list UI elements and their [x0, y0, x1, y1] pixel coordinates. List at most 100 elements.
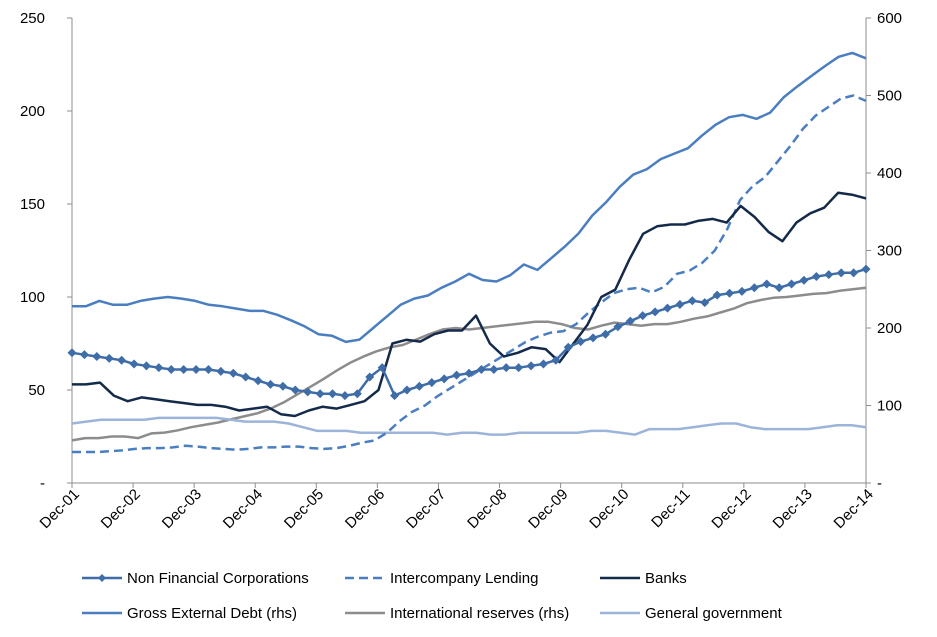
data-point: [799, 275, 809, 285]
data-point: [861, 264, 871, 274]
left-tick-label: 250: [20, 10, 45, 27]
legend: Non Financial Corporations Intercompany L…: [82, 570, 783, 622]
data-point: [117, 355, 127, 365]
left-tick-label: 150: [20, 196, 45, 213]
left-tick-label: 200: [20, 103, 45, 120]
data-point: [402, 385, 412, 395]
data-point: [725, 288, 735, 298]
x-tick-label: Dec-10: [586, 486, 632, 532]
data-point: [563, 342, 573, 352]
data-point: [787, 279, 797, 289]
series-line-gross-external-debt-rhs: [72, 51, 867, 344]
series-line-international-reserves-rhs: [71, 286, 867, 442]
data-point: [849, 268, 859, 278]
data-point: [290, 385, 300, 395]
x-tick-labels: Dec-01 Dec-02 Dec-03 Dec-04 Dec-05 Dec-06 Dec-…: [37, 483, 877, 532]
data-point: [365, 372, 375, 382]
data-point: [67, 348, 77, 358]
data-point: [737, 286, 747, 296]
legend-label: Non Financial Corporations: [127, 570, 309, 587]
x-tick-label: Dec-01: [37, 486, 83, 532]
legend-label: Intercompany Lending: [390, 570, 538, 587]
x-tick-label: Dec-12: [708, 486, 754, 532]
data-point: [687, 296, 697, 306]
right-tick-label: 300: [877, 243, 902, 260]
data-point: [625, 316, 635, 326]
data-point: [191, 365, 201, 375]
data-point: [390, 391, 400, 401]
data-point: [836, 268, 846, 278]
data-point: [464, 368, 474, 378]
data-point: [650, 307, 660, 317]
data-point: [538, 359, 548, 369]
data-point: [216, 366, 226, 376]
data-point: [762, 279, 772, 289]
legend-item-general-government: General government: [600, 605, 783, 622]
x-tick-label: Dec-05: [281, 486, 327, 532]
x-tick-label: Dec-04: [220, 486, 266, 532]
data-point: [141, 361, 151, 371]
series-line-general-government: [71, 416, 867, 436]
x-tick-label: Dec-07: [403, 486, 449, 532]
data-point: [228, 368, 238, 378]
data-point: [253, 376, 263, 386]
x-tick-label: Dec-09: [525, 486, 571, 532]
data-point: [700, 298, 710, 308]
series-layer: [67, 51, 871, 454]
data-point: [551, 355, 561, 365]
legend-label: Gross External Debt (rhs): [127, 605, 297, 622]
data-point: [439, 374, 449, 384]
data-point: [414, 381, 424, 391]
data-point: [514, 363, 524, 373]
right-tick-label: 200: [877, 320, 902, 337]
data-point: [92, 352, 102, 362]
legend-item-international-reserves-rhs: International reserves (rhs): [345, 605, 569, 622]
data-point: [352, 389, 362, 399]
right-tick-label: -: [877, 475, 882, 492]
data-point: [613, 322, 623, 332]
data-point: [203, 365, 213, 375]
data-point: [749, 283, 759, 293]
data-point: [576, 337, 586, 347]
x-tick-label: Dec-11: [648, 486, 693, 531]
left-tick-label: 100: [20, 289, 45, 306]
data-point: [328, 389, 338, 399]
data-point: [526, 361, 536, 371]
data-point: [129, 359, 139, 369]
data-point: [377, 363, 387, 373]
left-tick-label: 50: [28, 382, 45, 399]
data-point: [452, 370, 462, 380]
x-tick-label: Dec-13: [770, 486, 816, 532]
data-point: [166, 365, 176, 375]
x-tick-label: Dec-14: [831, 486, 877, 532]
data-point: [104, 353, 114, 363]
data-point: [600, 329, 610, 339]
right-tick-label: 400: [877, 165, 902, 182]
right-tick-label: 600: [877, 10, 902, 27]
data-point: [638, 311, 648, 321]
data-point: [265, 379, 276, 389]
x-tick-label: Dec-08: [464, 486, 510, 532]
legend-item-banks: Banks: [600, 570, 687, 587]
data-point: [476, 365, 486, 375]
legend-item-non-financial-corporations: Non Financial Corporations: [82, 570, 309, 587]
data-point: [315, 389, 325, 399]
series-line-banks: [72, 191, 867, 418]
data-point: [154, 363, 164, 373]
data-point: [241, 372, 251, 382]
data-point: [79, 350, 89, 360]
data-point: [662, 303, 673, 313]
right-tick-label: 500: [877, 88, 902, 105]
data-point: [675, 299, 685, 309]
x-tick-label: Dec-02: [98, 486, 144, 532]
data-point: [588, 333, 598, 343]
legend-label: Banks: [645, 570, 687, 587]
left-tick-label: -: [40, 475, 45, 492]
legend-marker: [98, 574, 106, 582]
x-tick-label: Dec-06: [342, 486, 388, 532]
data-point: [278, 381, 288, 391]
right-tick-label: 100: [877, 398, 902, 415]
data-point: [712, 290, 722, 300]
legend-label: General government: [645, 605, 783, 622]
data-point: [489, 365, 499, 375]
